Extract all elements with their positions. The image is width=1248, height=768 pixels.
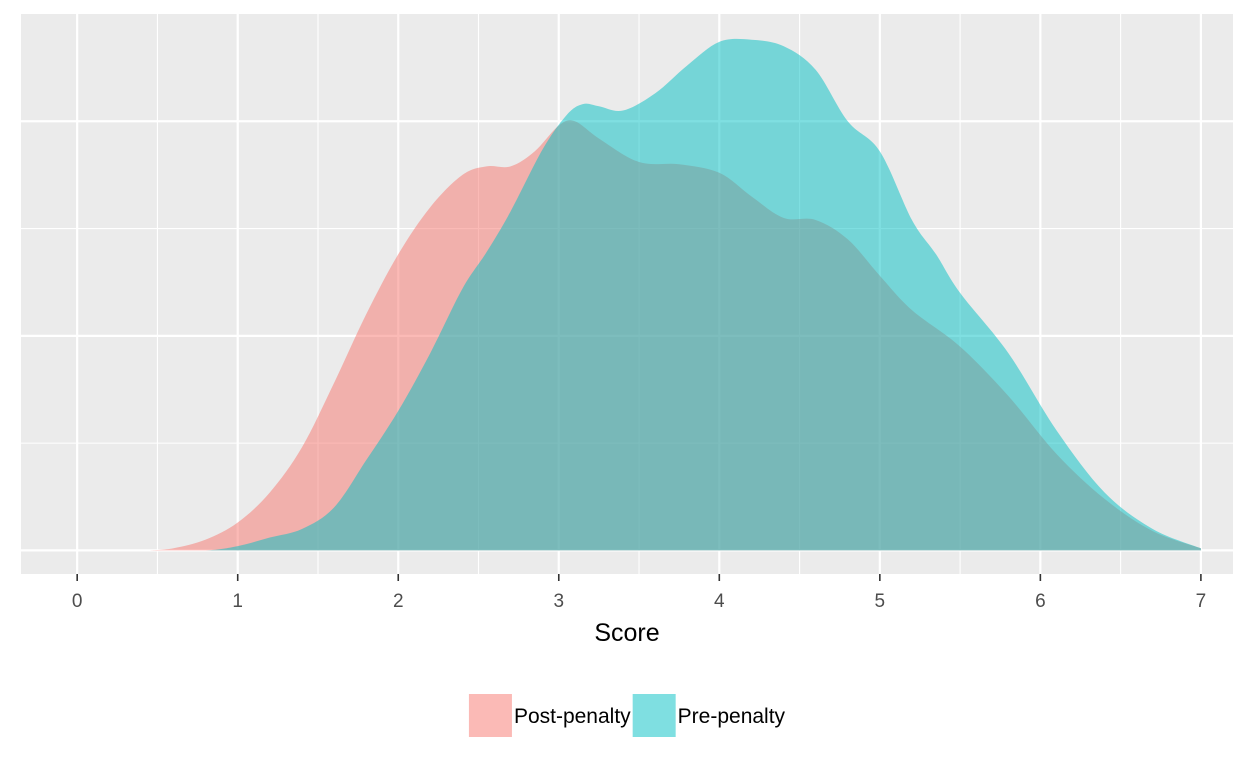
legend-key [632,694,676,737]
legend-key [468,694,512,737]
legend-label: Pre-penalty [678,705,786,728]
density-areas [149,38,1201,551]
x-axis-title: Score [594,619,659,647]
x-tick-label: 0 [72,591,83,612]
x-tick-label: 6 [1035,591,1046,612]
legend-label: Post-penalty [514,705,631,728]
density-area-pre-penalty [149,38,1201,551]
legend-item: Post-penalty [468,694,631,737]
x-tick-label: 1 [232,591,243,612]
legend-item: Pre-penalty [632,694,786,737]
x-axis: 0 1 2 3 4 5 6 7 [72,574,1206,612]
x-tick-label: 7 [1196,591,1207,612]
x-tick-label: 5 [875,591,886,612]
x-tick-label: 2 [393,591,404,612]
legend: Post-penalty Pre-penalty [468,694,786,737]
x-tick-label: 4 [714,591,725,612]
x-tick-label: 3 [553,591,564,612]
